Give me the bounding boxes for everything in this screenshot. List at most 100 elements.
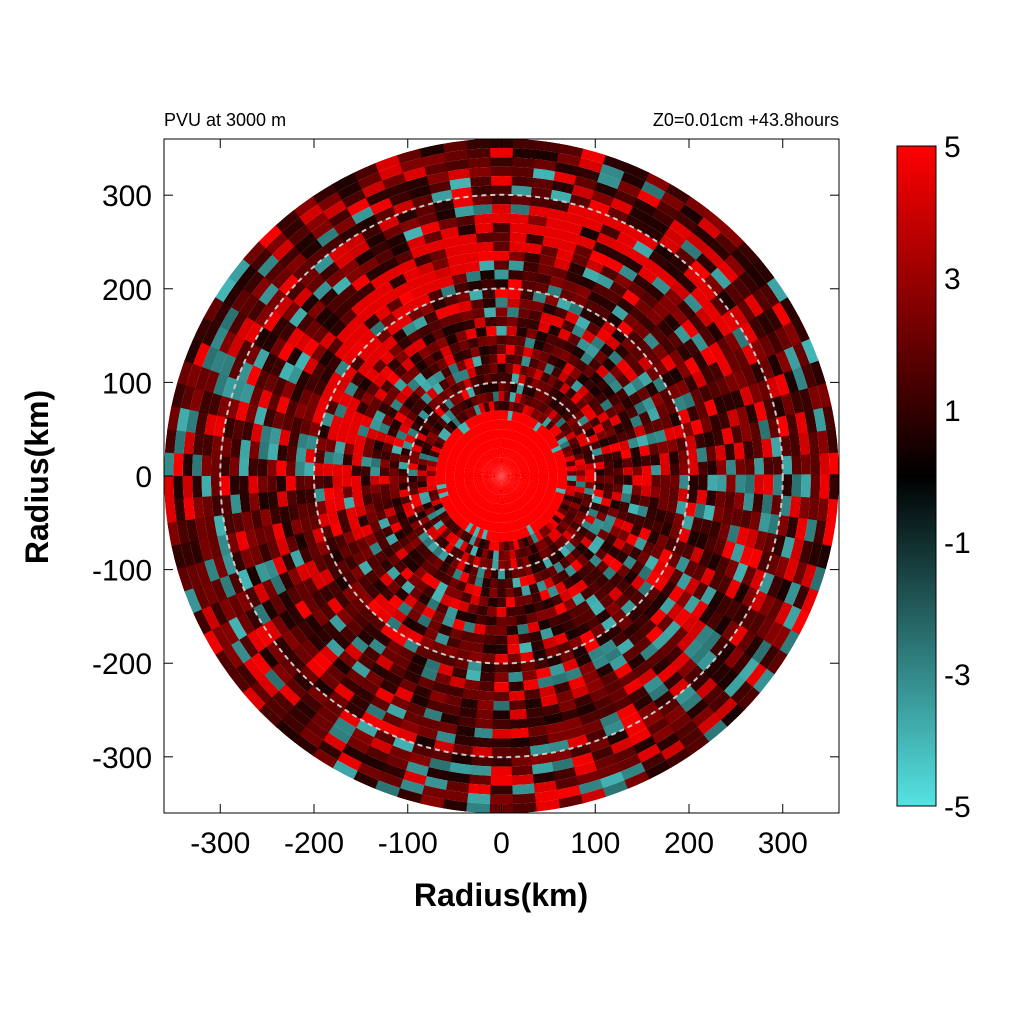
pv-cell (708, 589, 726, 611)
pv-cell (538, 426, 549, 437)
pv-cell (510, 511, 517, 522)
pv-cell (457, 300, 473, 313)
pv-cell (494, 484, 499, 494)
pv-cell (614, 661, 634, 679)
pv-cell (680, 690, 704, 713)
pv-cell (562, 716, 585, 731)
pv-cell (219, 307, 240, 333)
pv-cell (689, 387, 705, 406)
pv-cell (501, 472, 511, 476)
pv-cell (580, 403, 593, 416)
pv-cell (557, 610, 573, 624)
pv-cell (663, 182, 691, 204)
pv-cell (288, 705, 313, 729)
pv-cell (380, 223, 404, 241)
pv-cell (482, 474, 493, 477)
pv-cell (398, 678, 419, 694)
pv-cell (499, 438, 503, 448)
pv-cell (532, 368, 544, 381)
pv-cell (326, 580, 343, 599)
pv-cell (538, 475, 549, 480)
pv-cell (280, 380, 296, 401)
pv-cell (705, 320, 725, 342)
pv-cell (506, 307, 520, 318)
pv-cell (432, 421, 445, 433)
pv-cell (564, 270, 583, 285)
pv-cell (327, 564, 344, 582)
pv-cell (405, 276, 425, 292)
pv-cell (451, 667, 469, 680)
pv-cell (512, 402, 520, 413)
pv-cell (503, 531, 509, 542)
pv-cell (448, 342, 461, 355)
pv-cell (295, 563, 312, 583)
pv-cell (484, 490, 492, 500)
pv-cell (721, 506, 734, 525)
pv-cell (684, 231, 709, 254)
reference-circle (313, 287, 690, 665)
pv-cell (580, 787, 608, 804)
pv-cell (545, 207, 568, 222)
pv-cell (507, 449, 513, 459)
pv-cell (636, 231, 659, 251)
pv-cell (627, 436, 640, 449)
pv-cell (467, 793, 493, 804)
pv-cell (338, 308, 358, 328)
pv-cell (484, 326, 497, 337)
pv-cell (813, 518, 827, 545)
pv-cell (529, 473, 539, 476)
pv-cell (474, 466, 484, 471)
pv-cell (649, 607, 668, 626)
pv-cell (615, 230, 638, 249)
pv-cell (514, 487, 524, 496)
pv-cell (362, 313, 381, 331)
pv-cell (464, 522, 474, 534)
pv-cell (424, 658, 442, 673)
pv-cell (500, 494, 503, 505)
pv-cell (501, 467, 506, 476)
pv-cell (232, 512, 246, 535)
pv-cell (782, 604, 802, 631)
pv-cell (477, 459, 487, 467)
pv-cell (572, 175, 598, 191)
pv-cell (467, 289, 483, 301)
pv-cell (575, 463, 586, 471)
pv-cell (290, 549, 306, 569)
pv-cell (653, 689, 676, 710)
pv-cell (324, 438, 337, 454)
pv-cell (791, 340, 810, 367)
pv-cell (737, 685, 762, 711)
pv-cell (510, 477, 521, 480)
pv-cell (473, 477, 483, 481)
pv-cell (473, 623, 487, 635)
pv-cell (749, 567, 767, 591)
pv-cell (312, 254, 335, 275)
pv-cell (552, 448, 564, 457)
pv-cell (668, 450, 680, 465)
pv-cell (535, 456, 546, 464)
pv-cell (702, 208, 728, 233)
pv-cell (376, 608, 393, 625)
pv-cell (541, 511, 553, 522)
pv-cell (477, 260, 495, 272)
pv-cell (615, 430, 628, 443)
pv-cell (644, 380, 659, 397)
pv-cell (482, 476, 493, 478)
pv-cell (342, 586, 359, 604)
pv-cell (469, 346, 481, 358)
pv-cell (493, 458, 498, 468)
pv-cell (581, 266, 601, 283)
pv-cell (239, 493, 252, 514)
title-left: PVU at 3000 m (164, 110, 286, 130)
pv-cell (826, 497, 839, 523)
pv-cell (446, 780, 471, 794)
pv-cell (328, 724, 353, 745)
pv-cell (551, 671, 570, 686)
pv-cell (460, 434, 471, 444)
pv-cell (352, 386, 367, 402)
pv-cell (491, 232, 511, 242)
pv-cell (471, 204, 493, 216)
pv-cell (420, 496, 432, 506)
pv-cell (249, 545, 265, 568)
pv-cell (510, 502, 516, 512)
